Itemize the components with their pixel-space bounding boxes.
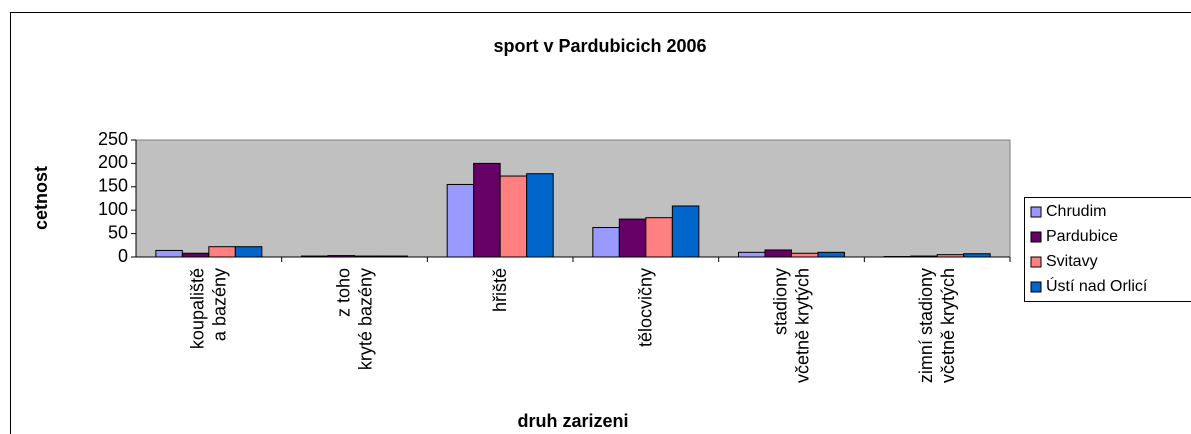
x-tick-label: tělocvičny: [636, 268, 656, 347]
y-tick-label: 250: [98, 129, 128, 149]
bar: [592, 227, 620, 258]
legend-swatch: [1030, 281, 1042, 293]
x-tick-label: hřiště: [490, 268, 510, 312]
bar: [526, 173, 554, 258]
x-tick-label: a bazény: [210, 268, 230, 341]
bar: [473, 162, 501, 258]
bar: [817, 251, 845, 258]
x-axis-label: druh zarizeni: [517, 411, 628, 431]
legend-label: Chrudim: [1046, 203, 1106, 220]
bar: [155, 249, 183, 258]
bar: [764, 249, 792, 258]
x-tick-label: stadiony: [770, 268, 790, 335]
chart-title: sport v Pardubicich 2006: [493, 36, 706, 56]
legend-swatch: [1030, 256, 1042, 268]
bar: [446, 183, 475, 258]
bar: [645, 217, 673, 258]
y-tick-label: 150: [98, 176, 128, 196]
legend-swatch: [1030, 206, 1042, 218]
bar: [671, 205, 700, 258]
bar: [181, 252, 210, 258]
legend-label: Svitavy: [1046, 253, 1098, 270]
x-tick-label: koupaliště: [188, 268, 208, 349]
y-axis-label: cetnost: [31, 166, 51, 230]
x-tick-label: z toho: [333, 268, 353, 317]
bar: [791, 252, 819, 258]
bar: [499, 175, 528, 258]
legend-label: Ústí nad Orlicí: [1046, 276, 1148, 295]
y-tick-label: 100: [98, 199, 128, 219]
bar: [618, 218, 647, 258]
plot-area: [135, 139, 1011, 258]
legend-label: Pardubice: [1046, 228, 1118, 245]
y-tick-label: 200: [98, 152, 128, 172]
legend-swatch: [1030, 231, 1042, 243]
x-tick-label: včetně krytých: [792, 268, 812, 383]
x-tick-label: včetně krytých: [938, 268, 958, 383]
bar: [234, 246, 263, 258]
x-tick-label: zimní stadiony: [916, 268, 936, 383]
legend-box: [1024, 197, 1191, 302]
bar: [208, 246, 236, 258]
y-tick-label: 0: [118, 246, 128, 266]
x-tick-label: kryté bazény: [355, 268, 375, 370]
y-tick-label: 50: [108, 222, 128, 242]
bar: [738, 251, 766, 258]
